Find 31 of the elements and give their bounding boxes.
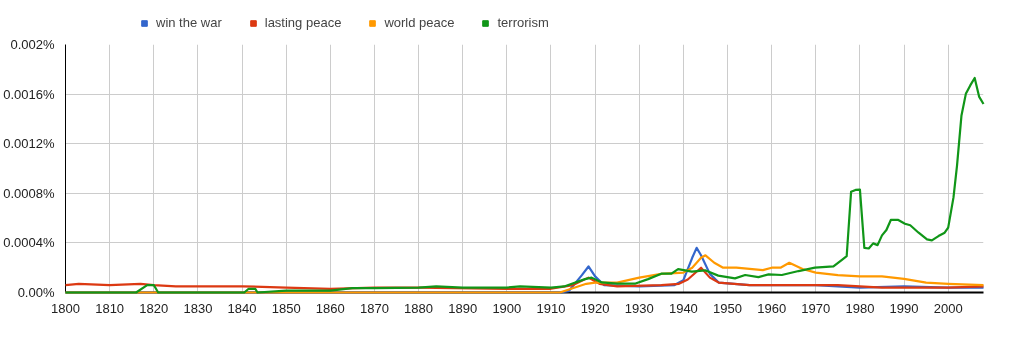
legend-label: lasting peace bbox=[264, 15, 342, 30]
x-tick-label: 1800 bbox=[51, 300, 80, 316]
x-tick-label: 1860 bbox=[315, 300, 345, 316]
x-tick-label: 1820 bbox=[139, 300, 169, 316]
x-tick-label: 2000 bbox=[933, 300, 963, 316]
x-tick-label: 1960 bbox=[757, 300, 787, 316]
x-tick-label: 1870 bbox=[359, 300, 389, 316]
x-tick-label: 1970 bbox=[801, 300, 831, 316]
x-tick-label: 1990 bbox=[889, 300, 919, 316]
y-tick-label: 0.00% bbox=[17, 285, 55, 300]
x-tick-label: 1840 bbox=[227, 300, 257, 316]
x-tick-label: 1880 bbox=[404, 300, 434, 316]
y-tick-label: 0.0008% bbox=[3, 185, 55, 201]
y-tick-label: 0.0016% bbox=[3, 86, 55, 102]
y-tick-label: 0.002% bbox=[10, 37, 55, 52]
legend-label: win the war bbox=[156, 15, 222, 30]
legend-label: terrorism bbox=[497, 15, 549, 30]
y-tick-label: 0.0012% bbox=[3, 136, 55, 152]
x-tick-label: 1940 bbox=[668, 300, 698, 316]
x-tick-label: 1900 bbox=[492, 300, 522, 316]
x-tick-label: 1810 bbox=[95, 300, 125, 316]
legend-label: world peace bbox=[384, 15, 455, 30]
x-tick-label: 1830 bbox=[183, 300, 213, 316]
x-tick-label: 1920 bbox=[580, 300, 610, 316]
x-tick-label: 1910 bbox=[536, 300, 566, 316]
x-tick-label: 1890 bbox=[448, 300, 478, 316]
x-tick-label: 1980 bbox=[845, 300, 875, 316]
x-tick-label: 1930 bbox=[624, 300, 654, 316]
x-tick-label: 1850 bbox=[271, 300, 301, 316]
x-tick-label: 1950 bbox=[713, 300, 742, 316]
y-tick-label: 0.0004% bbox=[3, 235, 55, 251]
